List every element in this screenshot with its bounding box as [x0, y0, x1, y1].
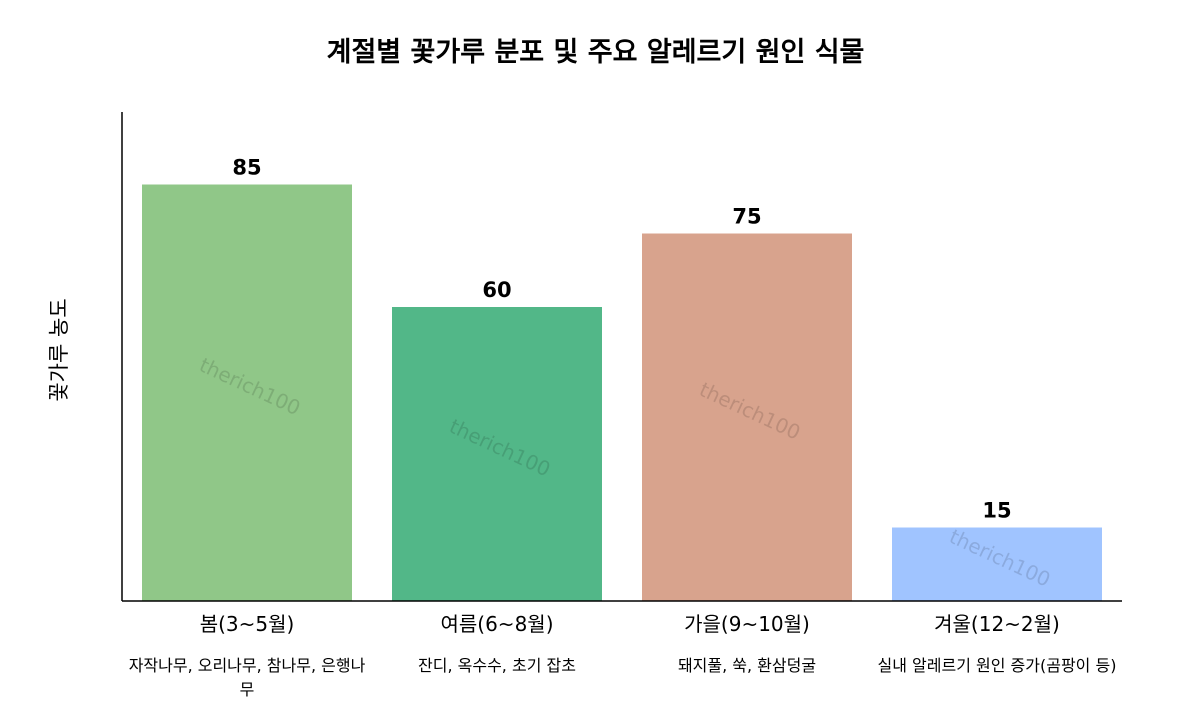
x-tick-label: 겨울(12~2월) — [934, 612, 1060, 636]
value-label: 75 — [732, 205, 761, 229]
plant-label: 돼지풀, 쑥, 환삼덩굴 — [678, 656, 816, 675]
bar — [392, 307, 602, 601]
value-label: 15 — [982, 499, 1011, 523]
value-label: 60 — [482, 278, 511, 302]
bar — [142, 184, 352, 601]
x-tick-label: 가을(9~10월) — [684, 612, 810, 636]
bar — [642, 233, 852, 601]
plant-label: 자작나무, 오리나무, 참나무, 은행나 — [129, 656, 366, 675]
plant-label: 잔디, 옥수수, 초기 잡초 — [418, 656, 576, 675]
bar — [892, 527, 1102, 601]
value-label: 85 — [232, 156, 261, 180]
x-tick-label: 봄(3~5월) — [200, 612, 295, 636]
plant-label: 실내 알레르기 원인 증가(곰팡이 등) — [878, 656, 1117, 675]
x-tick-label: 여름(6~8월) — [440, 612, 553, 636]
chart-title: 계절별 꽃가루 분포 및 주요 알레르기 원인 식물 — [326, 37, 865, 68]
plant-label: 무 — [240, 680, 255, 699]
